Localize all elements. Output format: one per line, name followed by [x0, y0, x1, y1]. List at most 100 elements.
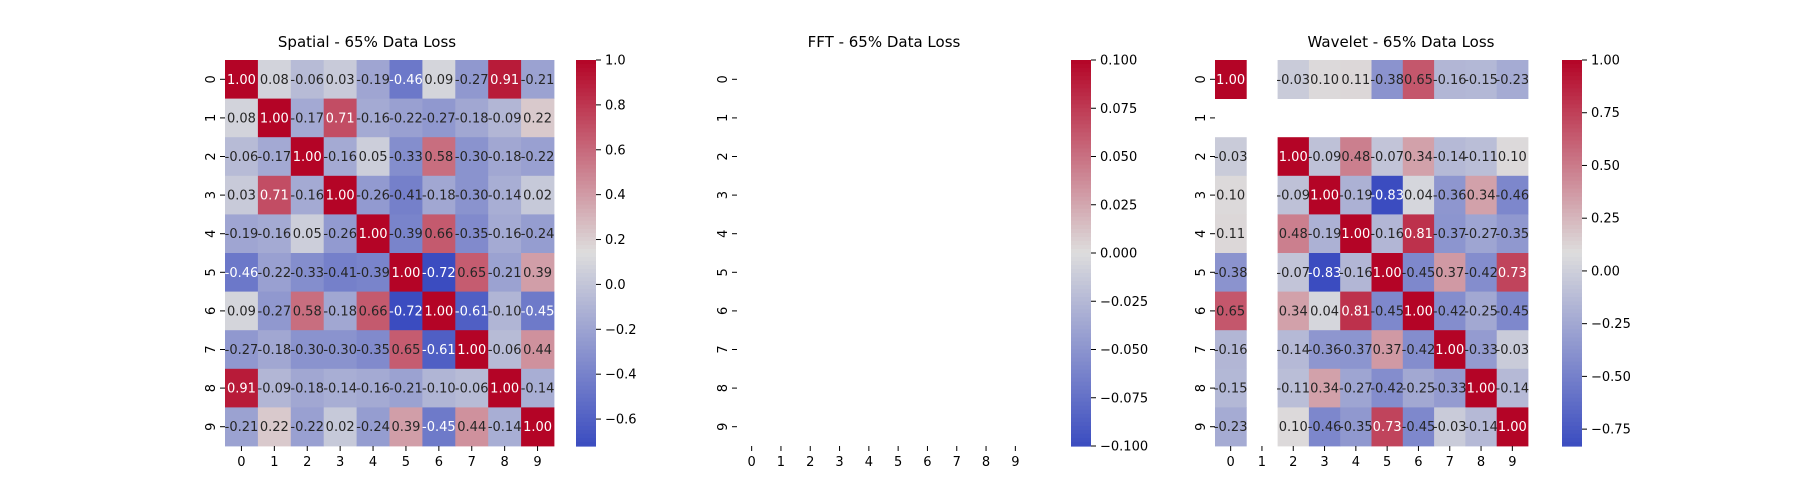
heatmap-cell: [323, 368, 357, 408]
colorbar-segment: [1562, 377, 1582, 383]
colorbar-segment: [576, 333, 596, 339]
colorbar-segment: [1071, 397, 1091, 403]
colorbar-segment: [576, 204, 596, 210]
colorbar-segment: [1562, 248, 1582, 254]
colorbar-segment: [576, 253, 596, 258]
cell-value-label: 0.58: [293, 304, 322, 319]
cell-value-label: 1.00: [1467, 382, 1496, 397]
colorbar-segment: [576, 92, 596, 97]
heatmap-cell: [488, 98, 522, 138]
heatmap-cell: [389, 98, 423, 138]
colorbar-tick-label: 0.75: [1591, 106, 1620, 121]
heatmap-cell: [488, 330, 522, 370]
colorbar-segment: [1071, 100, 1091, 105]
heatmap-cell: [1277, 214, 1310, 254]
cell-value-label: -0.27: [258, 304, 292, 319]
cell-value-label: -0.45: [1496, 304, 1530, 319]
y-tick-label: 1: [716, 114, 731, 122]
colorbar-segment: [1071, 248, 1091, 254]
colorbar-segment: [1071, 144, 1091, 150]
colorbar-segment: [1071, 92, 1091, 97]
heatmap-cell: [455, 330, 489, 370]
cell-value-label: -0.06: [488, 343, 522, 358]
colorbar-segment: [576, 441, 596, 447]
cell-value-label: -0.19: [225, 227, 259, 242]
heatmap-cell: [521, 214, 555, 254]
colorbar-segment: [1562, 441, 1582, 447]
cell-value-label: -0.61: [455, 304, 489, 319]
panel-spatial: Spatial - 65% Data Loss 1.00 0.08 -0.06 0.0…: [204, 33, 637, 470]
cell-value-label: -0.24: [356, 420, 390, 435]
colorbar-segment: [576, 413, 596, 419]
colorbar-segment: [1562, 273, 1582, 278]
heatmap-cell: [1277, 137, 1310, 177]
colorbar-segment: [576, 313, 596, 318]
heatmap-cell: [455, 253, 489, 292]
cell-value-label: 0.08: [260, 73, 289, 88]
colorbar-segment: [1562, 417, 1582, 423]
colorbar-segment: [1071, 273, 1091, 278]
colorbar-segment: [1071, 405, 1091, 411]
cell-value-label: 0.03: [227, 189, 256, 204]
colorbar-segment: [1071, 212, 1091, 218]
cell-value-label: -0.19: [1308, 227, 1342, 242]
colorbar-tick-label: 0.50: [1591, 159, 1620, 174]
heatmap-cell: [257, 98, 292, 138]
heatmap-cell: [455, 175, 489, 215]
cell-value-label: 0.73: [1373, 420, 1402, 435]
colorbar-segment: [1562, 253, 1582, 258]
colorbar-segment: [1562, 297, 1582, 302]
colorbar-segment: [576, 80, 596, 85]
colorbar-segment: [1071, 88, 1091, 93]
heatmap-cell: [323, 291, 357, 331]
colorbar-segment: [1071, 80, 1091, 85]
cell-value-label: -0.10: [422, 382, 456, 397]
colorbar-segment: [1562, 301, 1582, 306]
colorbar-segment: [576, 140, 596, 146]
heatmap-cell: [290, 368, 325, 408]
colorbar-segment: [1562, 140, 1582, 146]
colorbar-segment: [1562, 289, 1582, 294]
colorbar-segment: [1562, 244, 1582, 250]
heatmap-cell: [521, 407, 555, 447]
colorbar-segment: [1562, 76, 1582, 81]
x-tick-label: 9: [1011, 455, 1019, 470]
colorbar-segment: [1071, 329, 1091, 335]
colorbar-segment: [1071, 401, 1091, 407]
heatmap-cell: [1340, 214, 1372, 254]
colorbar-segment: [576, 216, 596, 222]
colorbar-segment: [1071, 293, 1091, 298]
y-tick-label: 5: [716, 268, 731, 276]
colorbar-segment: [1562, 333, 1582, 339]
colorbar-segment: [576, 409, 596, 415]
colorbar-segment: [1562, 405, 1582, 411]
heatmap-cell: [225, 330, 259, 370]
cell-value-label: -0.45: [422, 420, 456, 435]
colorbar-segment: [1071, 333, 1091, 339]
x-tick-label: 3: [336, 455, 344, 470]
cell-value-label: -0.22: [389, 111, 423, 126]
heatmap-cell: [488, 407, 522, 447]
heatmap-cell: [1465, 368, 1498, 408]
colorbar-segment: [576, 265, 596, 270]
colorbar-segment: [1562, 204, 1582, 210]
cell-value-label: 1.00: [1435, 343, 1464, 358]
colorbar-segment: [1562, 144, 1582, 150]
colorbar-segment: [576, 188, 596, 194]
x-axis: 0 1 2 3 4 5 6 7 8 9: [237, 446, 542, 470]
heatmap-cell: [1277, 368, 1310, 408]
colorbar-segment: [1562, 176, 1582, 182]
cell-value-label: -0.72: [389, 304, 423, 319]
cell-value-label: -0.30: [455, 189, 489, 204]
colorbar-segment: [576, 297, 596, 302]
colorbar-segment: [576, 144, 596, 150]
cell-value-label: -0.21: [521, 73, 555, 88]
cell-value-label: -0.03: [1433, 420, 1467, 435]
colorbar-segment: [1071, 124, 1091, 129]
heatmap-cell: [488, 175, 522, 215]
cell-value-label: -0.83: [1370, 189, 1404, 204]
heatmap-cell: [225, 407, 259, 447]
colorbar-segment: [1071, 176, 1091, 182]
cell-value-label: 0.04: [1310, 304, 1339, 319]
heatmap-cell: [422, 253, 456, 292]
